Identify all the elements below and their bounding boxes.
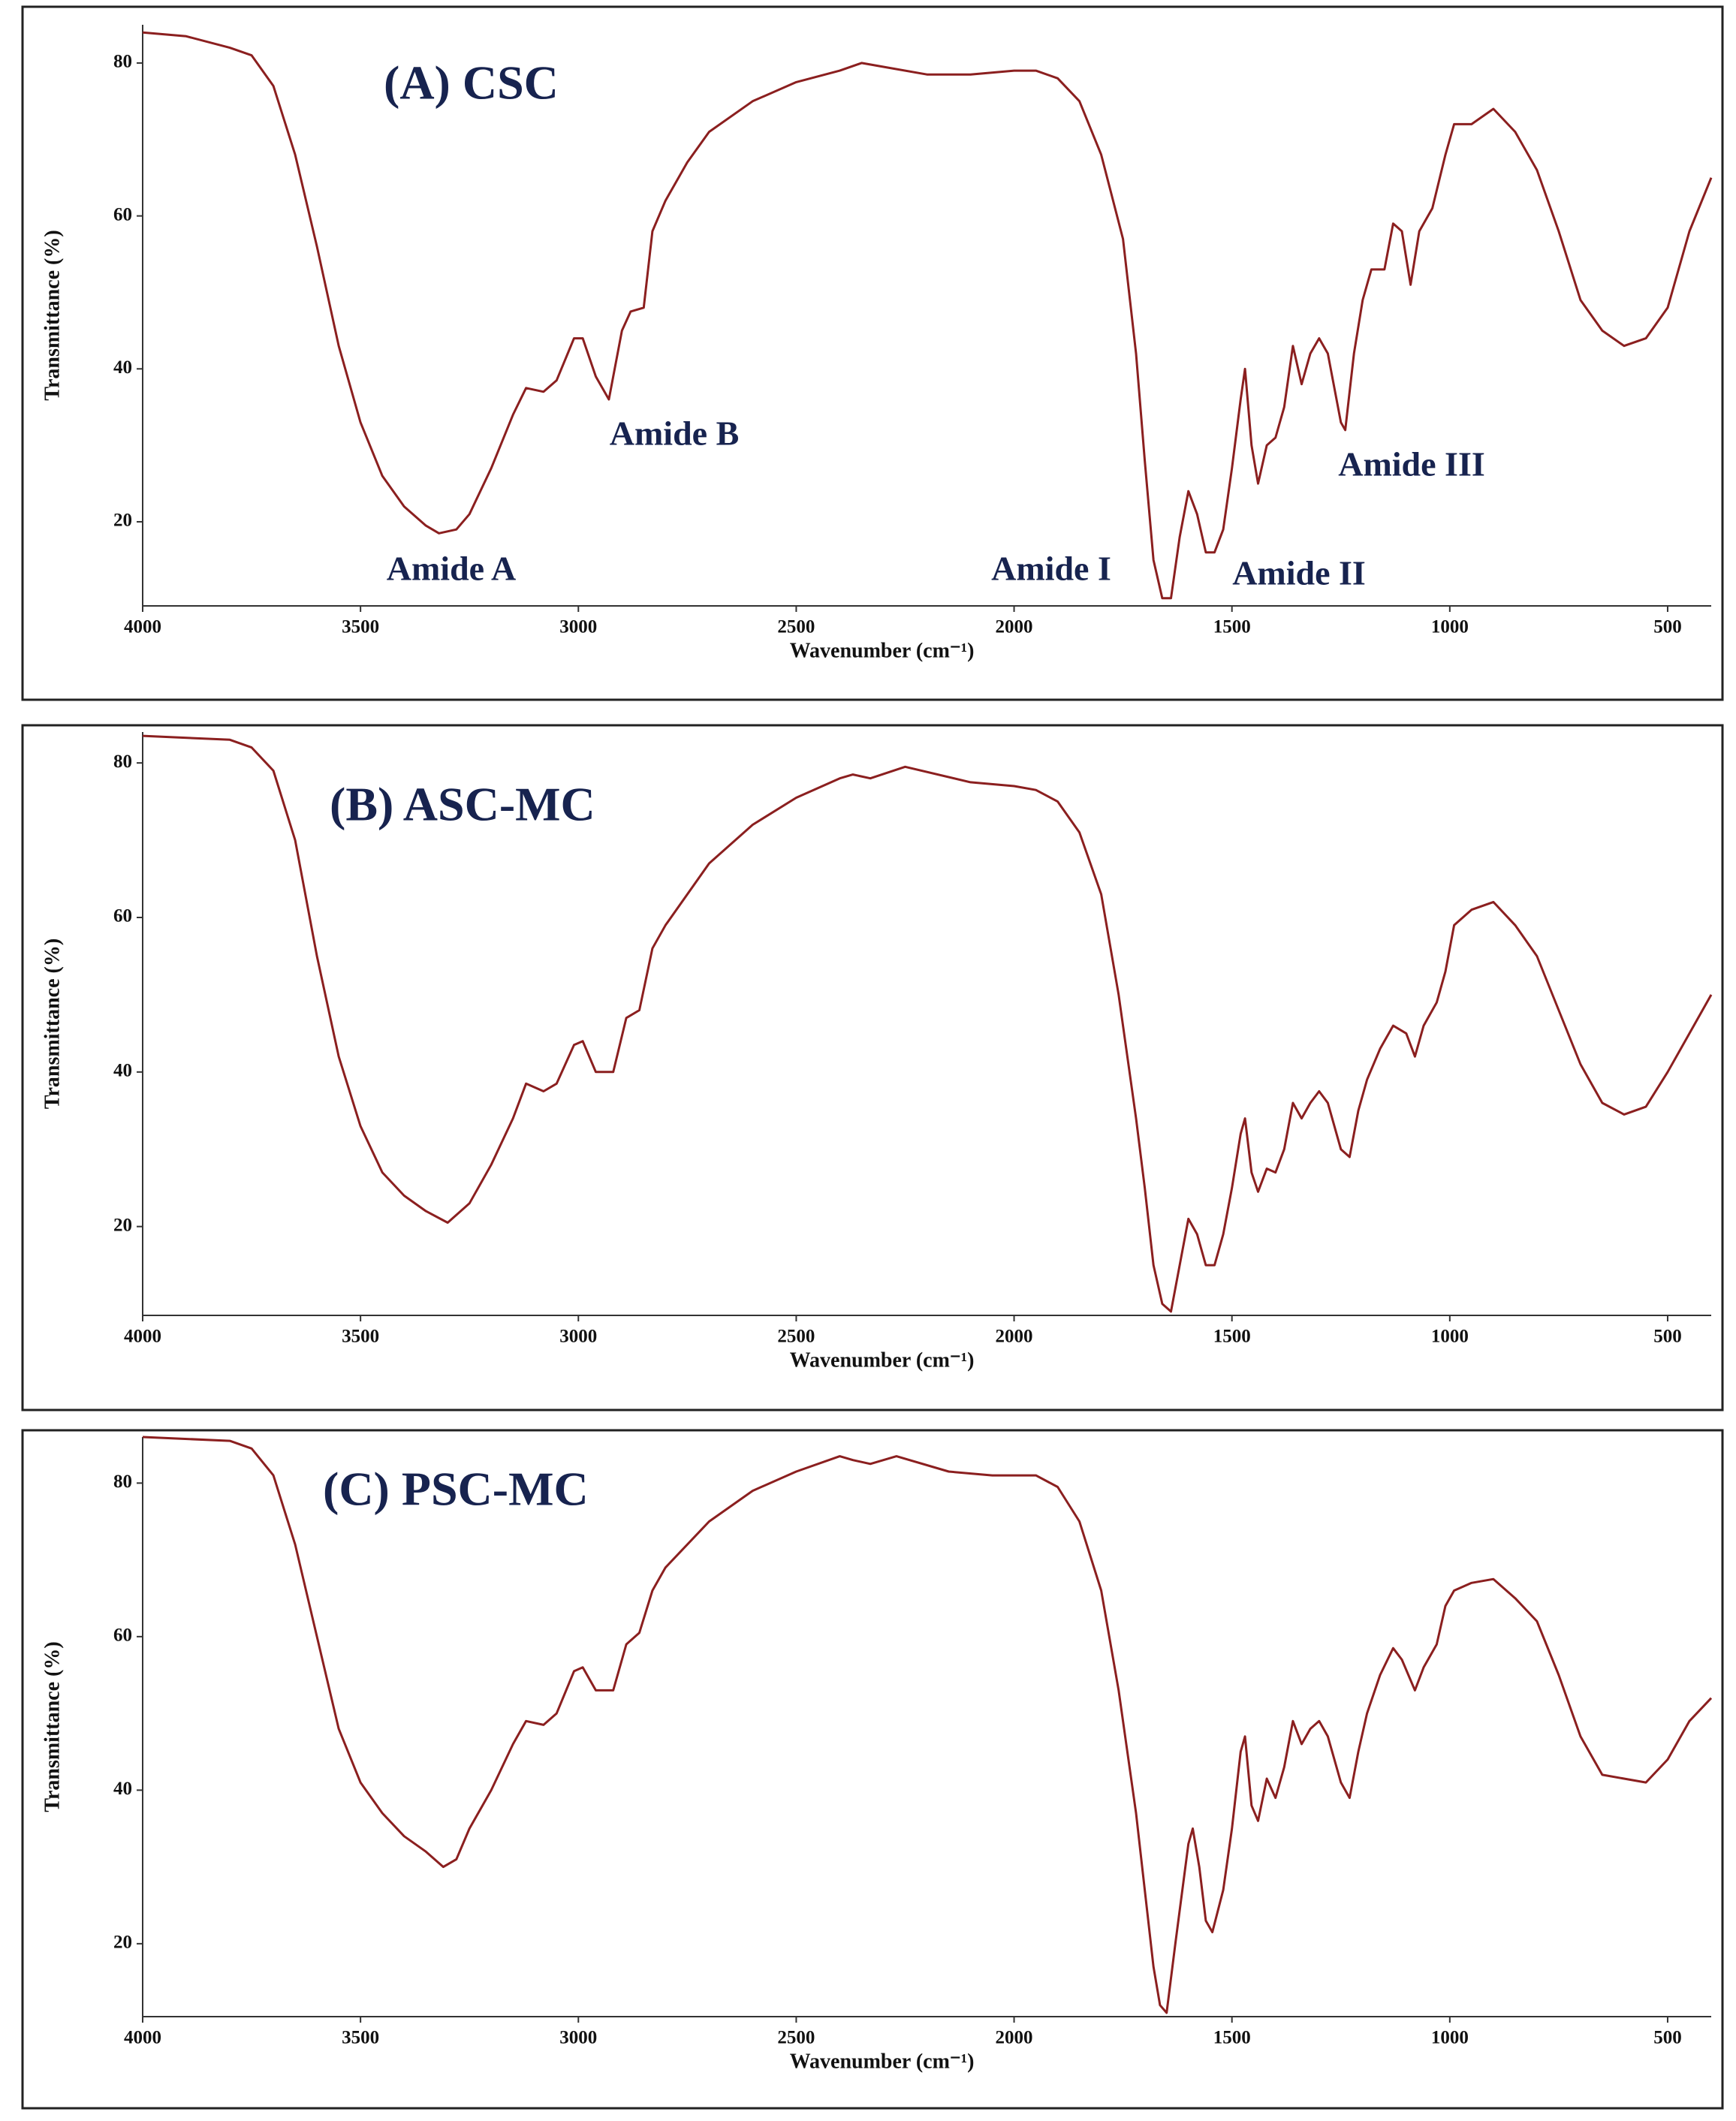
y-tick-label: 60: [113, 1625, 132, 1646]
panel-title: (A) CSC: [384, 56, 559, 110]
spectrum-line: [142, 31, 1713, 600]
x-axis-label: Wavenumber (cm⁻¹): [790, 639, 975, 662]
x-axis-label: Wavenumber (cm⁻¹): [790, 2050, 975, 2073]
y-axis-label: Transmittance (%): [41, 1641, 64, 1812]
x-tick-label: 3000: [559, 1327, 597, 1347]
x-tick-label: 2500: [777, 1327, 815, 1347]
annotation: Amide II: [1232, 554, 1366, 592]
x-tick-label: 4000: [124, 2028, 161, 2048]
x-tick-label: 4000: [124, 1327, 161, 1347]
panel-frame: [21, 5, 1724, 701]
y-tick-label: 20: [113, 1933, 132, 1953]
x-tick-label: 1500: [1213, 1327, 1251, 1347]
y-tick-label: 60: [113, 204, 132, 224]
panel-title: (C) PSC-MC: [323, 1463, 589, 1516]
spectrum-line: [142, 734, 1713, 1313]
x-tick-label: 500: [1653, 1327, 1682, 1347]
y-tick-label: 40: [113, 1779, 132, 1799]
x-tick-label: 1000: [1431, 617, 1469, 637]
x-tick-label: 2500: [777, 2028, 815, 2048]
y-tick-label: 60: [113, 906, 132, 926]
panel-frame: [21, 724, 1724, 1411]
y-tick-label: 80: [113, 1472, 132, 1492]
x-tick-label: 1000: [1431, 2028, 1469, 2048]
y-tick-label: 80: [113, 752, 132, 772]
x-tick-label: 1500: [1213, 2028, 1251, 2048]
x-tick-label: 2000: [996, 1327, 1033, 1347]
x-tick-label: 500: [1653, 617, 1682, 637]
y-tick-label: 20: [113, 1215, 132, 1235]
x-tick-label: 3500: [342, 1327, 379, 1347]
spectrum-line: [142, 1436, 1713, 2014]
annotation: Amide III: [1338, 445, 1485, 484]
annotation: Amide I: [991, 550, 1111, 588]
x-tick-label: 3000: [559, 2028, 597, 2048]
y-tick-label: 40: [113, 357, 132, 378]
y-axis-label: Transmittance (%): [41, 230, 64, 400]
x-tick-label: 1500: [1213, 617, 1251, 637]
panel-title: (B) ASC-MC: [330, 778, 595, 831]
y-tick-label: 40: [113, 1061, 132, 1081]
y-tick-label: 80: [113, 52, 132, 72]
x-tick-label: 2000: [996, 617, 1033, 637]
x-tick-label: 2500: [777, 617, 815, 637]
panel-frame: [21, 1429, 1724, 2110]
annotation: Amide A: [387, 550, 517, 588]
x-tick-label: 3000: [559, 617, 597, 637]
y-tick-label: 20: [113, 511, 132, 531]
x-tick-label: 3500: [342, 617, 379, 637]
x-tick-label: 500: [1653, 2028, 1682, 2048]
x-tick-label: 1000: [1431, 1327, 1469, 1347]
annotation: Amide B: [610, 414, 740, 453]
x-tick-label: 4000: [124, 617, 161, 637]
y-axis-label: Transmittance (%): [41, 938, 64, 1109]
x-tick-label: 2000: [996, 2028, 1033, 2048]
x-axis-label: Wavenumber (cm⁻¹): [790, 1348, 975, 1372]
x-tick-label: 3500: [342, 2028, 379, 2048]
